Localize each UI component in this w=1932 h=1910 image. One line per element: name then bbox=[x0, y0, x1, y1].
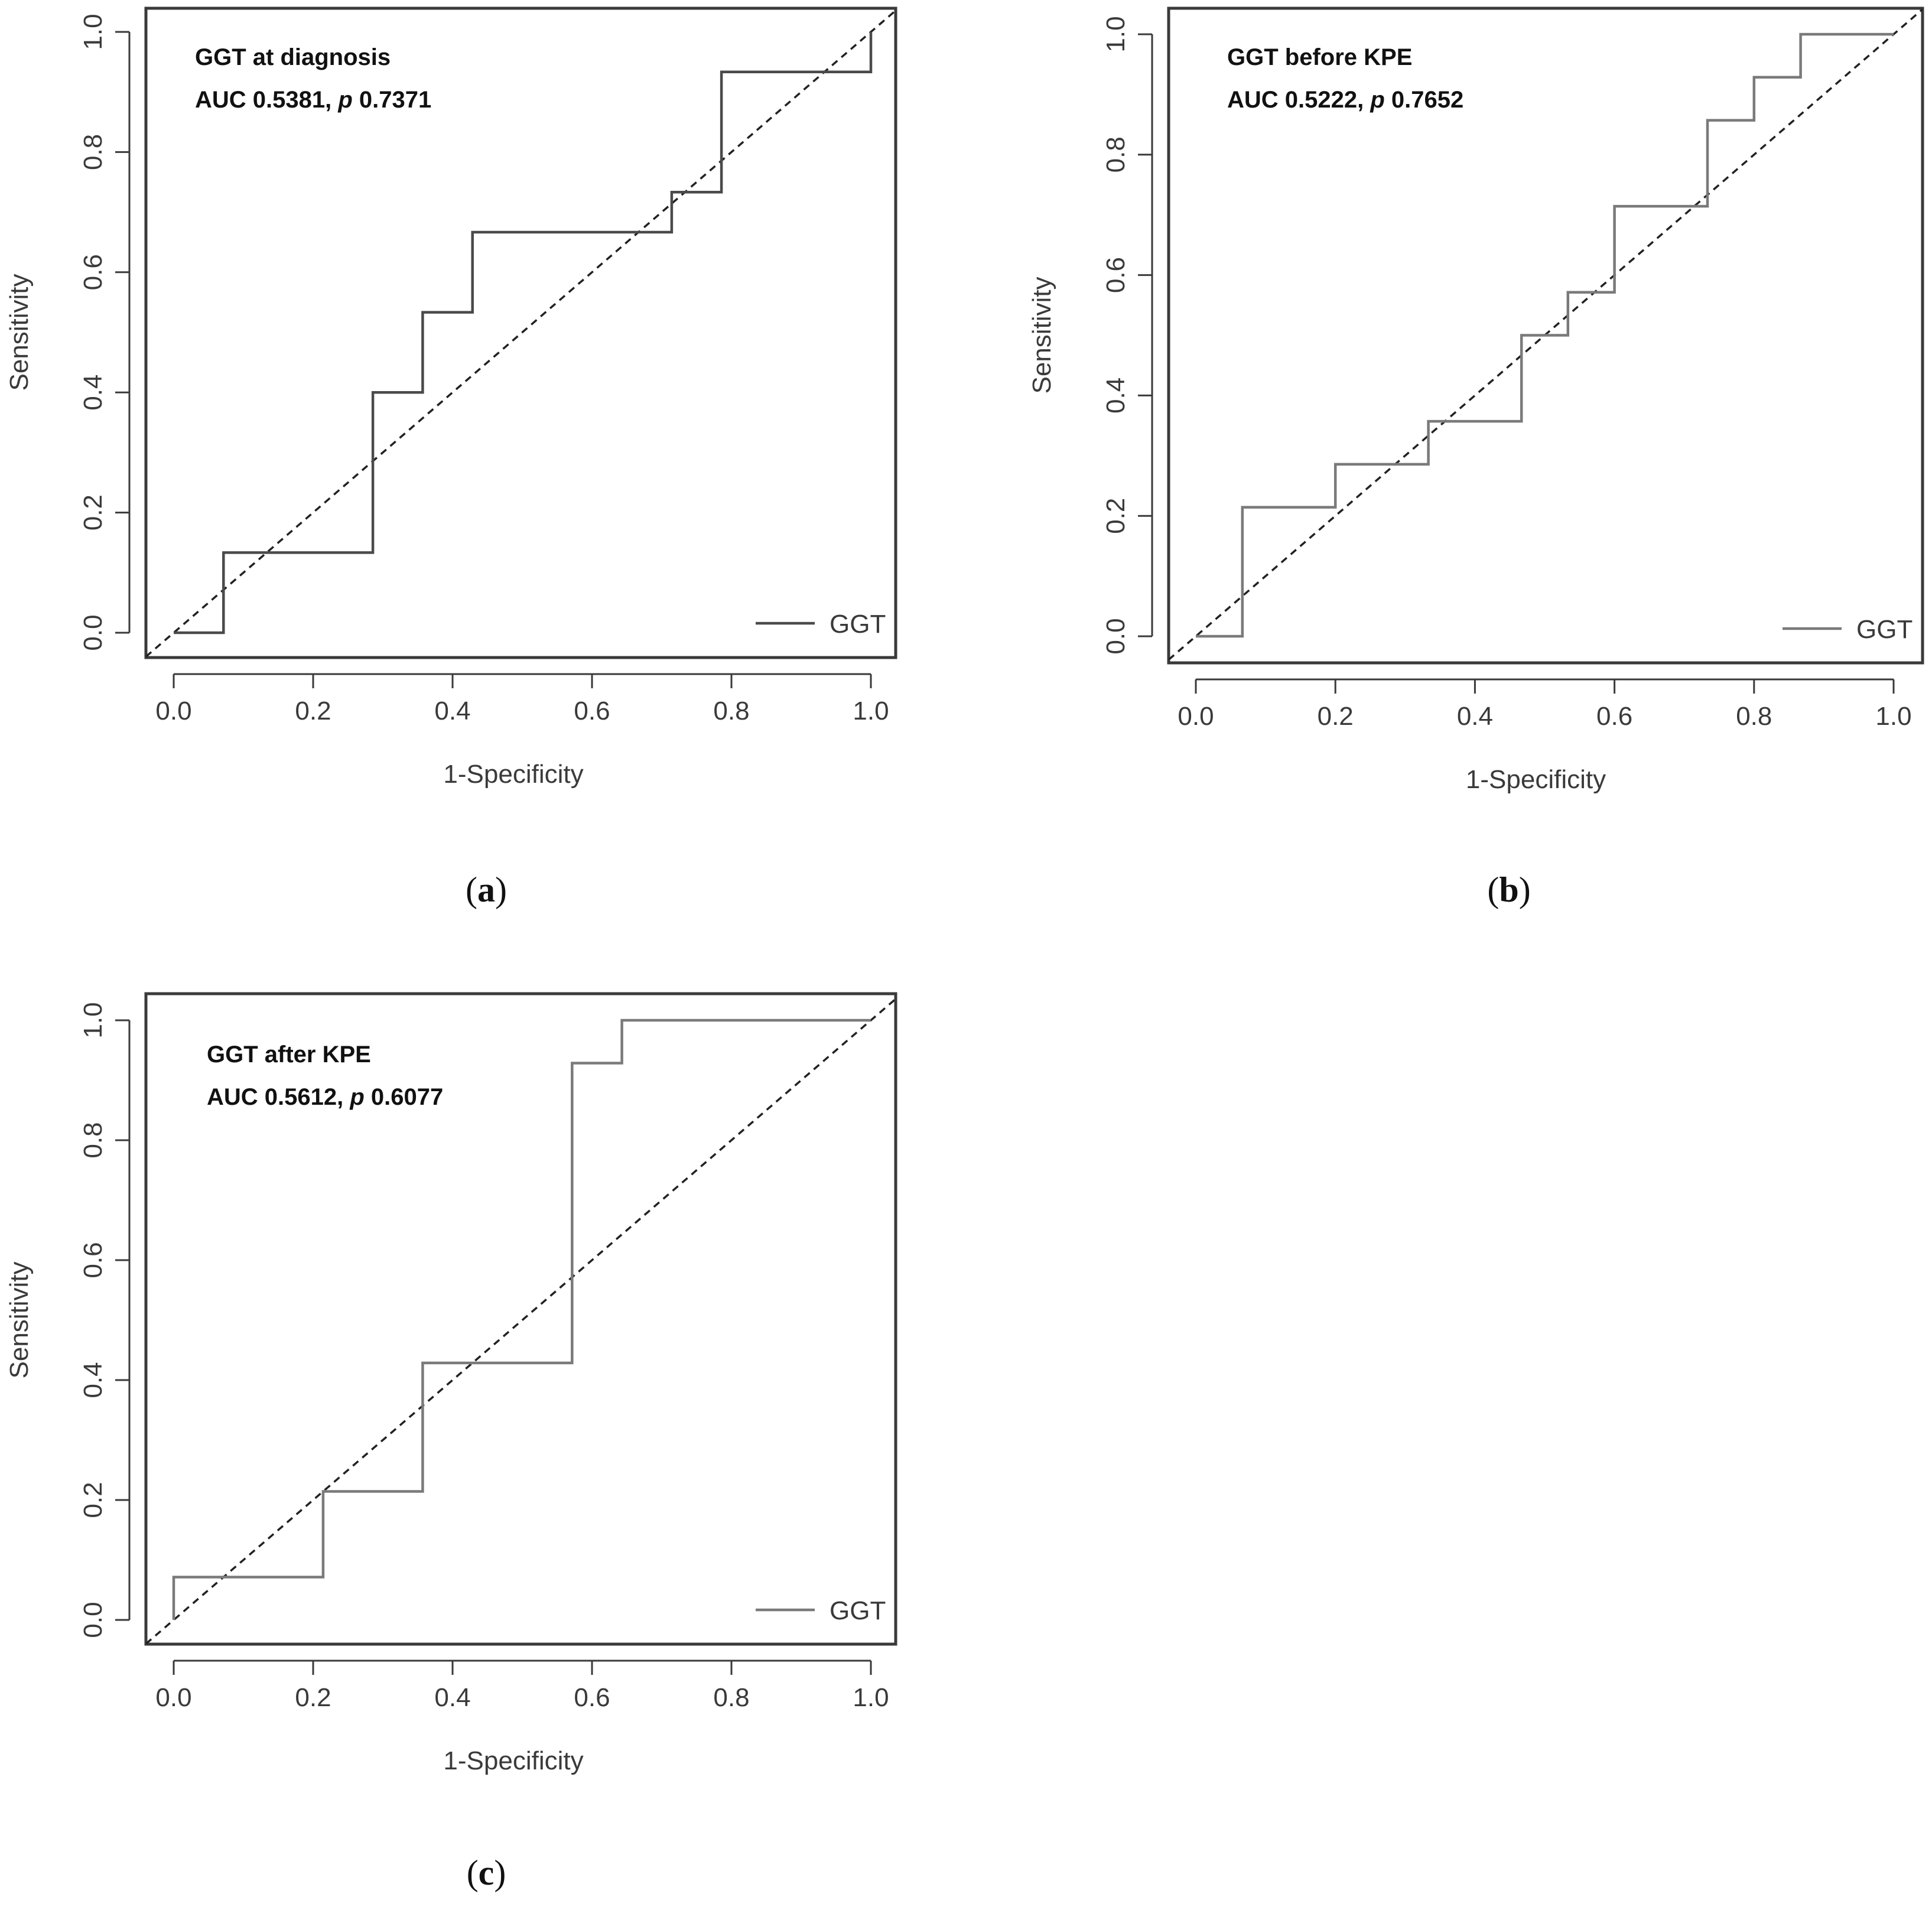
x-tick-label: 0.2 bbox=[295, 1683, 331, 1712]
x-tick-label: 0.4 bbox=[1457, 702, 1493, 731]
p-symbol: p bbox=[349, 1084, 364, 1110]
y-axis-label: Sensitivity bbox=[5, 1261, 34, 1378]
auc-value: AUC 0.5222, bbox=[1227, 87, 1370, 113]
x-axis-label: 1-Specificity bbox=[1466, 765, 1606, 794]
p-value: 0.6077 bbox=[365, 1084, 443, 1110]
legend: GGT bbox=[756, 610, 886, 639]
plot-frame bbox=[144, 992, 897, 1646]
y-tick-label: 0.8 bbox=[79, 1122, 108, 1158]
y-tick-label: 0.6 bbox=[1101, 257, 1130, 293]
annotation-auc: AUC 0.5381, p 0.7371 bbox=[195, 87, 431, 113]
y-tick-label: 0.8 bbox=[1101, 136, 1130, 173]
x-tick-label: 0.8 bbox=[713, 1683, 749, 1712]
x-tick-label: 0.6 bbox=[1596, 702, 1632, 731]
annotation-auc: AUC 0.5612, p 0.6077 bbox=[207, 1084, 443, 1110]
x-tick-label: 0.0 bbox=[155, 697, 191, 725]
y-axis: 0.0 0.2 0.4 0.6 0.8 1.0 bbox=[79, 1002, 131, 1638]
panel-caption: (a) bbox=[466, 870, 507, 909]
auc-value: AUC 0.5612, bbox=[207, 1084, 350, 1110]
legend-label: GGT bbox=[830, 1596, 886, 1625]
p-symbol: p bbox=[1370, 87, 1384, 113]
y-tick-label: 0.2 bbox=[1101, 498, 1130, 534]
y-tick-label: 0.2 bbox=[79, 494, 108, 531]
y-axis: 0.0 0.2 0.4 0.6 0.8 1.0 bbox=[1101, 16, 1153, 655]
x-axis: 0.0 0.2 0.4 0.6 0.8 1.0 bbox=[155, 673, 889, 725]
annotation-auc: AUC 0.5222, p 0.7652 bbox=[1227, 87, 1463, 113]
auc-value: AUC 0.5381, bbox=[195, 87, 338, 113]
legend: GGT bbox=[756, 1596, 886, 1625]
reference-diagonal-line bbox=[146, 998, 896, 1644]
x-tick-label: 0.2 bbox=[295, 697, 331, 725]
plot-frame bbox=[1167, 6, 1924, 665]
auc-annotation: GGT before KPE AUC 0.5222, p 0.7652 bbox=[1227, 44, 1463, 113]
x-tick-label: 0.4 bbox=[434, 1683, 470, 1712]
y-tick-label: 1.0 bbox=[1101, 16, 1130, 52]
auc-annotation: GGT after KPE AUC 0.5612, p 0.6077 bbox=[207, 1042, 443, 1110]
x-tick-label: 0.0 bbox=[155, 1683, 191, 1712]
x-tick-label: 0.8 bbox=[1736, 702, 1772, 731]
annotation-title: GGT after KPE bbox=[207, 1042, 371, 1068]
y-tick-label: 1.0 bbox=[79, 1002, 108, 1038]
y-tick-label: 0.4 bbox=[79, 1362, 108, 1398]
p-value: 0.7371 bbox=[353, 87, 431, 113]
y-tick-label: 0.8 bbox=[79, 134, 108, 170]
x-tick-label: 1.0 bbox=[853, 697, 889, 725]
y-tick-label: 0.6 bbox=[79, 254, 108, 290]
y-axis-label: Sensitivity bbox=[1027, 276, 1056, 393]
reference-diagonal-line bbox=[146, 9, 896, 658]
auc-annotation: GGT at diagnosis AUC 0.5381, p 0.7371 bbox=[195, 44, 431, 113]
x-tick-label: 0.0 bbox=[1178, 702, 1214, 731]
x-axis-label: 1-Specificity bbox=[443, 1746, 583, 1775]
x-tick-label: 1.0 bbox=[853, 1683, 889, 1712]
y-tick-label: 1.0 bbox=[79, 14, 108, 50]
roc-panel-a: 0.0 0.2 0.4 0.6 0.8 1.0 1-Specificity 0.0 0.2 0.4… bbox=[5, 6, 897, 909]
p-value: 0.7652 bbox=[1385, 87, 1463, 113]
y-tick-label: 0.0 bbox=[79, 614, 108, 650]
x-tick-label: 1.0 bbox=[1875, 702, 1911, 731]
y-tick-label: 0.4 bbox=[79, 375, 108, 411]
panel-caption: (b) bbox=[1487, 870, 1530, 909]
x-tick-label: 0.2 bbox=[1318, 702, 1354, 731]
x-tick-label: 0.6 bbox=[574, 697, 610, 725]
roc-curve-ggt bbox=[1196, 32, 1894, 638]
x-axis-label: 1-Specificity bbox=[443, 760, 583, 789]
roc-curve-ggt bbox=[174, 32, 873, 635]
x-axis: 0.0 0.2 0.4 0.6 0.8 1.0 bbox=[155, 1660, 889, 1712]
x-axis: 0.0 0.2 0.4 0.6 0.8 1.0 bbox=[1178, 678, 1912, 731]
annotation-title: GGT at diagnosis bbox=[195, 44, 391, 70]
y-tick-label: 0.6 bbox=[79, 1242, 108, 1278]
y-tick-label: 0.2 bbox=[79, 1482, 108, 1518]
roc-panel-c: 0.0 0.2 0.4 0.6 0.8 1.0 1-Specificity 0.0 0.2 0.4… bbox=[5, 992, 897, 1892]
p-symbol: p bbox=[337, 87, 352, 113]
legend-label: GGT bbox=[830, 610, 886, 639]
y-tick-label: 0.0 bbox=[79, 1602, 108, 1638]
annotation-title: GGT before KPE bbox=[1227, 44, 1412, 70]
legend: GGT bbox=[1783, 615, 1913, 644]
plot-frame bbox=[144, 6, 897, 659]
y-axis: 0.0 0.2 0.4 0.6 0.8 1.0 bbox=[79, 14, 131, 651]
legend-label: GGT bbox=[1856, 615, 1913, 644]
x-tick-label: 0.6 bbox=[574, 1683, 610, 1712]
x-tick-label: 0.8 bbox=[713, 697, 749, 725]
y-tick-label: 0.0 bbox=[1101, 618, 1130, 654]
panel-caption: (c) bbox=[467, 1853, 506, 1892]
x-tick-label: 0.4 bbox=[434, 697, 470, 725]
roc-curve-ggt bbox=[172, 1019, 871, 1620]
roc-panel-b: 0.0 0.2 0.4 0.6 0.8 1.0 1-Specificity 0.0 0.2 0.4… bbox=[1027, 6, 1924, 909]
y-tick-label: 0.4 bbox=[1101, 378, 1130, 414]
y-axis-label: Sensitivity bbox=[5, 274, 34, 391]
